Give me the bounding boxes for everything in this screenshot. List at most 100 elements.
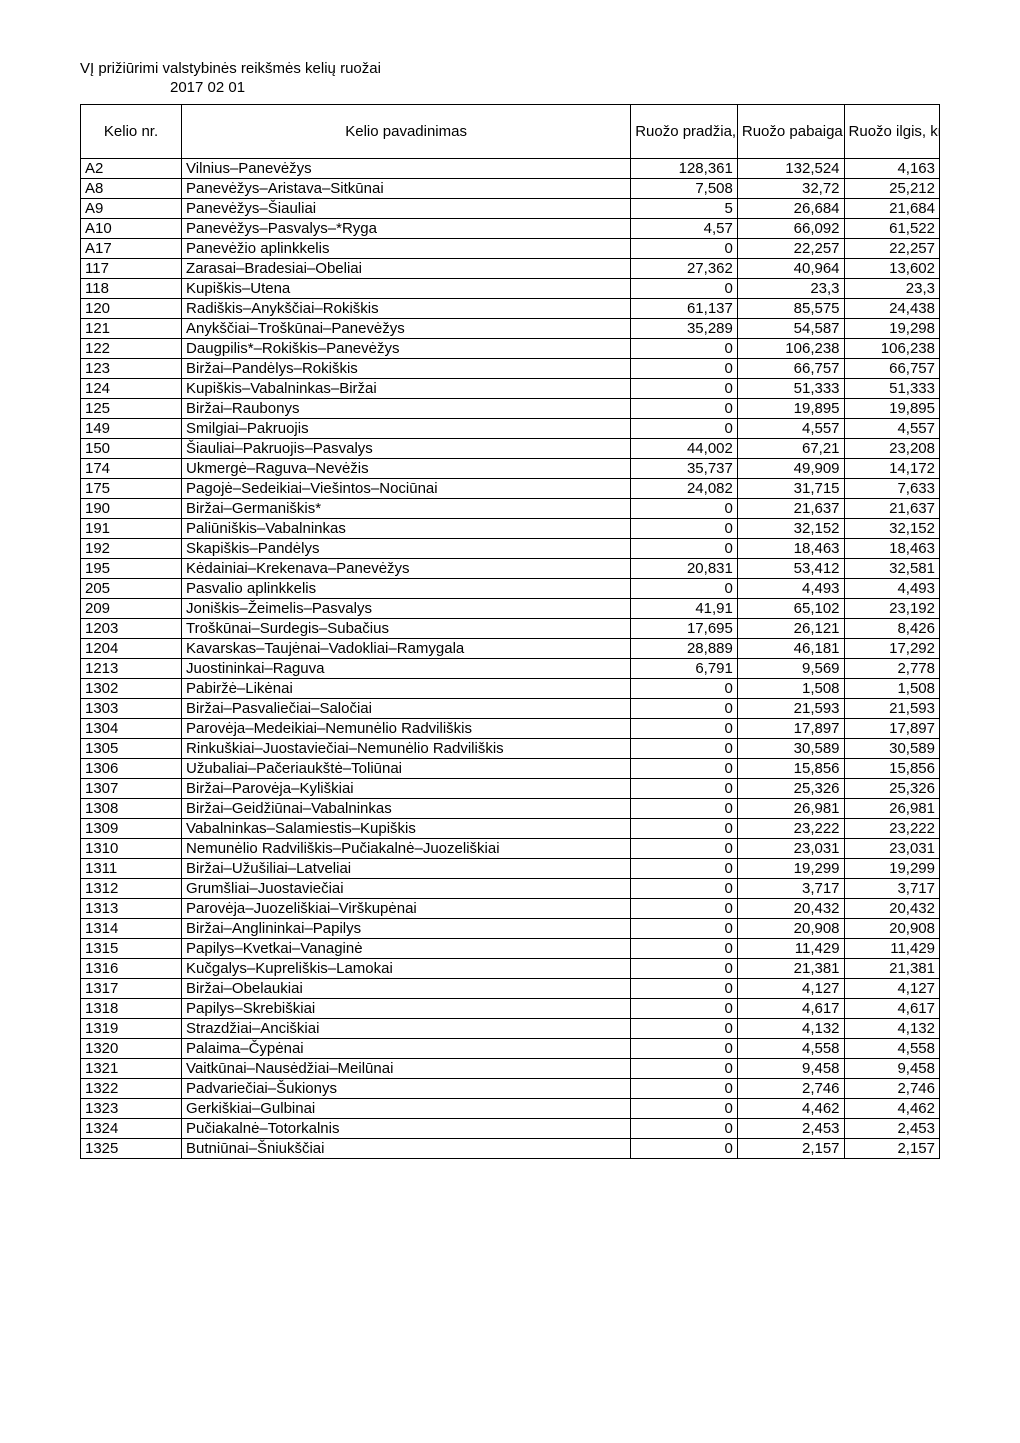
cell-kelio-nr: 209 [81, 599, 182, 619]
table-row: A17Panevėžio aplinkkelis022,25722,257 [81, 239, 940, 259]
cell-kelio-nr: 1322 [81, 1079, 182, 1099]
cell-ruozo-pabaiga: 132,524 [737, 159, 844, 179]
cell-ruozo-pabaiga: 31,715 [737, 479, 844, 499]
cell-ruozo-pradzia: 6,791 [631, 659, 738, 679]
cell-kelio-pavadinimas: Biržai–Raubonys [182, 399, 631, 419]
cell-ruozo-pradzia: 7,508 [631, 179, 738, 199]
cell-ruozo-ilgis: 4,127 [844, 979, 939, 999]
cell-ruozo-ilgis: 11,429 [844, 939, 939, 959]
cell-ruozo-pabaiga: 30,589 [737, 739, 844, 759]
cell-kelio-pavadinimas: Kupiškis–Vabalninkas–Biržai [182, 379, 631, 399]
cell-kelio-nr: A9 [81, 199, 182, 219]
cell-ruozo-pabaiga: 21,637 [737, 499, 844, 519]
cell-ruozo-pabaiga: 17,897 [737, 719, 844, 739]
cell-ruozo-pradzia: 0 [631, 859, 738, 879]
roads-table: Kelio nr. Kelio pavadinimas Ruožo pradži… [80, 104, 940, 1159]
table-row: A10Panevėžys–Pasvalys–*Ryga4,5766,09261,… [81, 219, 940, 239]
cell-kelio-pavadinimas: Pabiržė–Likėnai [182, 679, 631, 699]
cell-kelio-nr: 150 [81, 439, 182, 459]
cell-ruozo-pabaiga: 9,569 [737, 659, 844, 679]
cell-kelio-pavadinimas: Parovėja–Juozeliškiai–Virškupėnai [182, 899, 631, 919]
cell-ruozo-pabaiga: 20,432 [737, 899, 844, 919]
cell-kelio-pavadinimas: Grumšliai–Juostaviečiai [182, 879, 631, 899]
cell-ruozo-pradzia: 0 [631, 879, 738, 899]
cell-kelio-nr: 1309 [81, 819, 182, 839]
cell-ruozo-pabaiga: 51,333 [737, 379, 844, 399]
cell-kelio-pavadinimas: Gerkiškiai–Gulbinai [182, 1099, 631, 1119]
cell-ruozo-pradzia: 0 [631, 1139, 738, 1159]
table-row: 1311Biržai–Užušiliai–Latveliai019,29919,… [81, 859, 940, 879]
cell-kelio-nr: 1318 [81, 999, 182, 1019]
cell-ruozo-ilgis: 2,746 [844, 1079, 939, 1099]
cell-ruozo-ilgis: 23,192 [844, 599, 939, 619]
cell-ruozo-pabaiga: 4,617 [737, 999, 844, 1019]
cell-kelio-nr: 1203 [81, 619, 182, 639]
cell-ruozo-ilgis: 8,426 [844, 619, 939, 639]
cell-ruozo-pabaiga: 40,964 [737, 259, 844, 279]
cell-kelio-pavadinimas: Troškūnai–Surdegis–Subačius [182, 619, 631, 639]
cell-ruozo-pabaiga: 19,299 [737, 859, 844, 879]
cell-ruozo-ilgis: 4,617 [844, 999, 939, 1019]
cell-ruozo-ilgis: 23,222 [844, 819, 939, 839]
cell-ruozo-pradzia: 0 [631, 979, 738, 999]
table-row: 192Skapiškis–Pandėlys018,46318,463 [81, 539, 940, 559]
cell-kelio-pavadinimas: Biržai–Obelaukiai [182, 979, 631, 999]
table-row: 1314Biržai–Anglininkai–Papilys020,90820,… [81, 919, 940, 939]
cell-ruozo-pradzia: 0 [631, 1059, 738, 1079]
table-row: 1315Papilys–Kvetkai–Vanaginė011,42911,42… [81, 939, 940, 959]
table-row: 1319Strazdžiai–Anciškiai04,1324,132 [81, 1019, 940, 1039]
cell-ruozo-pradzia: 0 [631, 379, 738, 399]
table-row: 1316Kučgalys–Kupreliškis–Lamokai021,3812… [81, 959, 940, 979]
cell-ruozo-pradzia: 0 [631, 919, 738, 939]
cell-ruozo-pradzia: 0 [631, 399, 738, 419]
cell-ruozo-ilgis: 21,381 [844, 959, 939, 979]
cell-ruozo-ilgis: 3,717 [844, 879, 939, 899]
cell-kelio-pavadinimas: Juostininkai–Raguva [182, 659, 631, 679]
cell-ruozo-ilgis: 2,453 [844, 1119, 939, 1139]
cell-kelio-nr: 1315 [81, 939, 182, 959]
table-row: 1309Vabalninkas–Salamiestis–Kupiškis023,… [81, 819, 940, 839]
cell-kelio-pavadinimas: Nemunėlio Radviliškis–Pučiakalnė–Juozeli… [182, 839, 631, 859]
cell-ruozo-pradzia: 0 [631, 939, 738, 959]
cell-kelio-nr: 1310 [81, 839, 182, 859]
cell-ruozo-pradzia: 0 [631, 1019, 738, 1039]
cell-ruozo-pabaiga: 49,909 [737, 459, 844, 479]
cell-ruozo-ilgis: 4,493 [844, 579, 939, 599]
cell-ruozo-ilgis: 32,152 [844, 519, 939, 539]
cell-kelio-nr: 1307 [81, 779, 182, 799]
table-row: 195Kėdainiai–Krekenava–Panevėžys20,83153… [81, 559, 940, 579]
table-row: 117Zarasai–Bradesiai–Obeliai27,36240,964… [81, 259, 940, 279]
cell-ruozo-ilgis: 15,856 [844, 759, 939, 779]
cell-ruozo-pabaiga: 4,557 [737, 419, 844, 439]
table-row: 1320Palaima–Čypėnai04,5584,558 [81, 1039, 940, 1059]
cell-ruozo-pabaiga: 25,326 [737, 779, 844, 799]
cell-kelio-pavadinimas: Anykščiai–Troškūnai–Panevėžys [182, 319, 631, 339]
cell-kelio-nr: 1319 [81, 1019, 182, 1039]
cell-ruozo-ilgis: 26,981 [844, 799, 939, 819]
cell-ruozo-pabaiga: 23,222 [737, 819, 844, 839]
table-row: 1302Pabiržė–Likėnai01,5081,508 [81, 679, 940, 699]
cell-kelio-nr: 1204 [81, 639, 182, 659]
cell-ruozo-pabaiga: 9,458 [737, 1059, 844, 1079]
cell-kelio-pavadinimas: Skapiškis–Pandėlys [182, 539, 631, 559]
cell-ruozo-ilgis: 4,557 [844, 419, 939, 439]
header-ruozo-ilgis: Ruožo ilgis, km [844, 105, 939, 159]
header-kelio-nr: Kelio nr. [81, 105, 182, 159]
table-row: 209Joniškis–Žeimelis–Pasvalys41,9165,102… [81, 599, 940, 619]
cell-kelio-nr: 192 [81, 539, 182, 559]
cell-ruozo-pradzia: 0 [631, 419, 738, 439]
cell-kelio-nr: 1308 [81, 799, 182, 819]
cell-ruozo-pabaiga: 20,908 [737, 919, 844, 939]
cell-ruozo-pabaiga: 4,558 [737, 1039, 844, 1059]
cell-ruozo-ilgis: 20,432 [844, 899, 939, 919]
cell-kelio-nr: 1323 [81, 1099, 182, 1119]
cell-ruozo-ilgis: 21,637 [844, 499, 939, 519]
cell-kelio-pavadinimas: Biržai–Geidžiūnai–Vabalninkas [182, 799, 631, 819]
cell-ruozo-pradzia: 0 [631, 519, 738, 539]
cell-ruozo-pabaiga: 4,493 [737, 579, 844, 599]
cell-ruozo-pabaiga: 26,981 [737, 799, 844, 819]
cell-ruozo-pradzia: 0 [631, 279, 738, 299]
cell-ruozo-pradzia: 0 [631, 579, 738, 599]
cell-ruozo-pradzia: 27,362 [631, 259, 738, 279]
cell-ruozo-pradzia: 35,737 [631, 459, 738, 479]
